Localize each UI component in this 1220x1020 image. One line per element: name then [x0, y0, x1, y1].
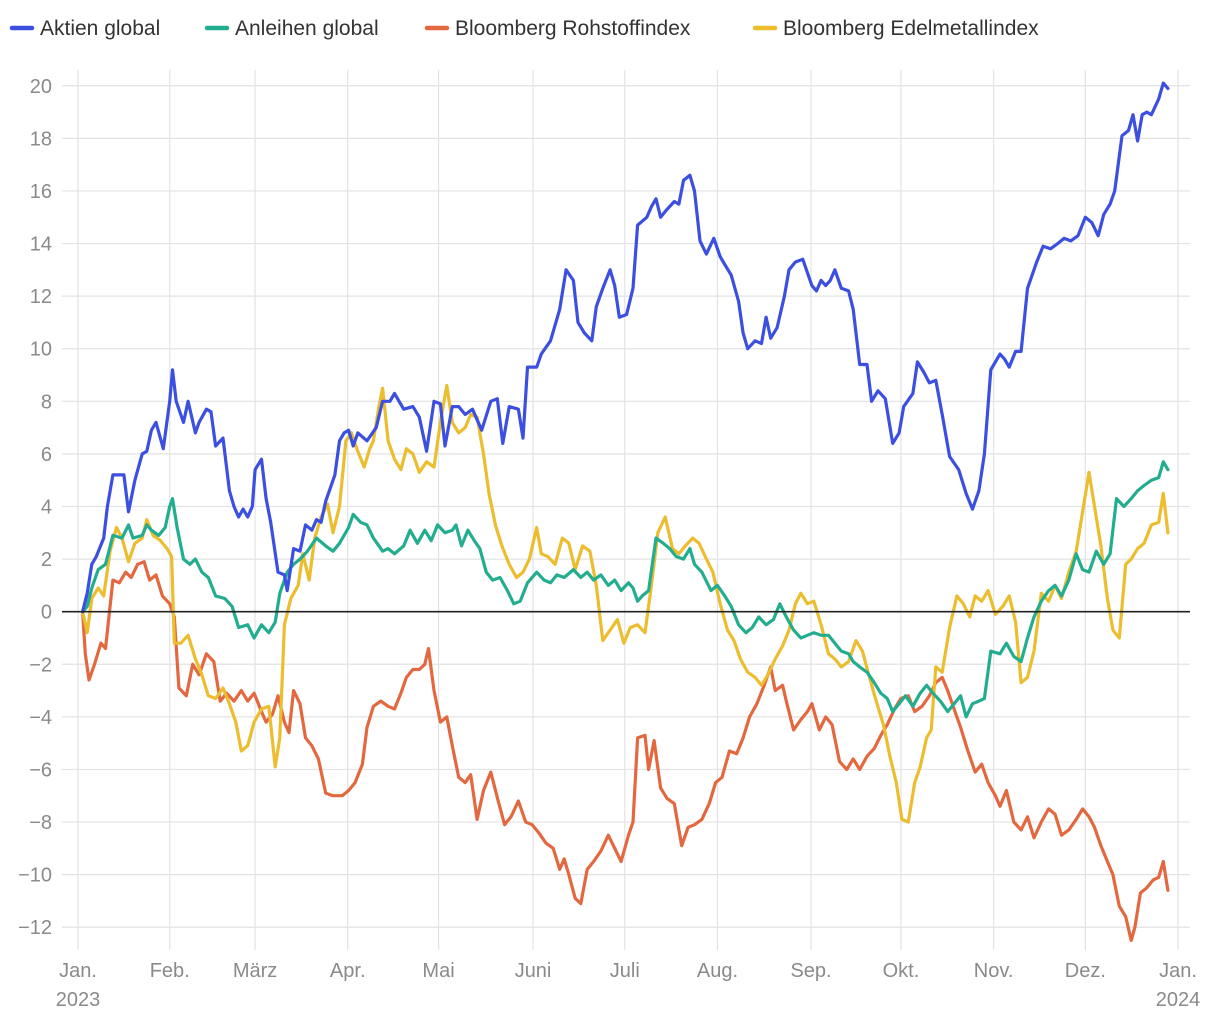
legend-label: Bloomberg Edelmetallindex [783, 17, 1039, 40]
y-tick-label: 20 [30, 76, 52, 98]
y-tick-label: 6 [41, 444, 52, 466]
x-tick-label: Dez. [1065, 960, 1106, 982]
y-tick-label: −2 [29, 654, 52, 676]
x-tick-label: Feb. [150, 960, 190, 982]
y-tick-label: −4 [29, 707, 52, 729]
y-tick-label: 8 [41, 391, 52, 413]
y-tick-label: 16 [30, 181, 52, 203]
y-tick-label: −6 [29, 759, 52, 781]
legend-label: Bloomberg Rohstoffindex [455, 17, 691, 40]
x-tick-year-label: 2023 [56, 989, 101, 1011]
x-tick-label: Mai [422, 960, 454, 982]
legend-label: Aktien global [40, 17, 160, 40]
vertical-gridlines [77, 70, 1179, 950]
series-line-aktien-global [81, 81, 1170, 614]
y-tick-label: 14 [30, 234, 52, 256]
legend-item-bloomberg-rohstoffindex[interactable]: Bloomberg Rohstoffindex [424, 17, 691, 40]
horizontal-gridlines [62, 85, 1190, 928]
y-tick-label: −10 [18, 865, 52, 887]
y-tick-label: 18 [30, 128, 52, 150]
x-tick-label: Juni [515, 960, 552, 982]
series-line-anleihen-global [81, 460, 1170, 719]
x-tick-label: Juli [610, 960, 640, 982]
y-tick-label: −8 [29, 812, 52, 834]
legend-label: Anleihen global [235, 17, 379, 40]
series-lines [81, 81, 1170, 942]
x-tick-label: Jan. [1159, 960, 1197, 982]
legend: Aktien global Anleihen global Bloomberg Ro… [9, 17, 1039, 40]
y-tick-label: 10 [30, 339, 52, 361]
x-tick-label: Okt. [883, 960, 920, 982]
x-axis-tick-labels: Jan. 2023 Feb. März Apr. Mai Juni Juli Aug. Sep. O… [56, 960, 1201, 1011]
x-tick-label: Nov. [974, 960, 1014, 982]
x-tick-label: Jan. [59, 960, 97, 982]
y-tick-label: 0 [41, 602, 52, 624]
series-line-bloomberg-rohstoffindex [81, 560, 1170, 942]
series-line-bloomberg-edelmetallindex [81, 383, 1170, 824]
y-tick-label: 12 [30, 286, 52, 308]
legend-item-bloomberg-edelmetallindex[interactable]: Bloomberg Edelmetallindex [752, 17, 1039, 40]
legend-item-aktien-global[interactable]: Aktien global [9, 17, 160, 40]
y-tick-label: 2 [41, 549, 52, 571]
x-tick-label: Apr. [330, 960, 366, 982]
x-tick-label: Sep. [790, 960, 831, 982]
legend-item-anleihen-global[interactable]: Anleihen global [204, 17, 379, 40]
x-tick-label: Aug. [697, 960, 738, 982]
x-tick-year-label: 2024 [1156, 989, 1201, 1011]
y-tick-label: 4 [41, 497, 52, 519]
y-tick-label: −12 [18, 917, 52, 939]
x-tick-label: März [233, 960, 277, 982]
